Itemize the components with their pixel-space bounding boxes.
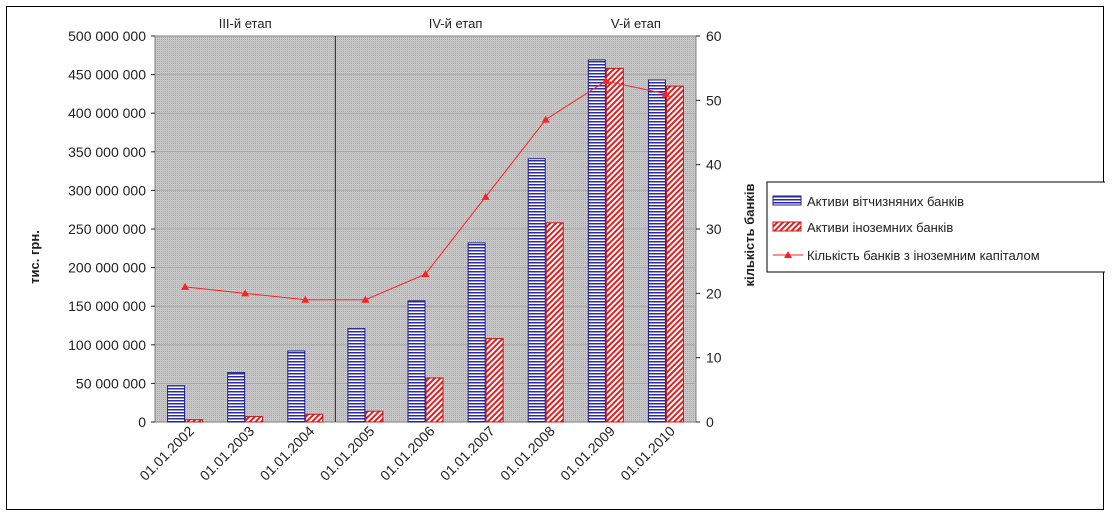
- stage-label: ІV-й етап: [429, 16, 483, 31]
- x-tick-label: 01.01.2003: [196, 423, 257, 484]
- right-tick-label: 50: [706, 92, 722, 108]
- bank-count-line: [181, 77, 670, 303]
- domestic-assets-bar: [587, 59, 606, 423]
- domestic-assets-bar: [167, 385, 186, 423]
- domestic-assets-bar: [647, 79, 666, 423]
- left-tick-label: 500 000 000: [68, 28, 146, 44]
- bank-count-point: [541, 115, 550, 123]
- domestic-assets-bar: [407, 300, 426, 423]
- domestic-assets-bar: [347, 328, 366, 423]
- right-axis-title: кількість банків: [742, 184, 757, 287]
- x-tick-label: 01.01.2009: [557, 423, 618, 484]
- x-tick-label: 01.01.2010: [617, 423, 678, 484]
- foreign-assets-bar: [425, 377, 444, 423]
- legend-box: [766, 181, 1105, 273]
- legend-label: Кількість банків з іноземним капіталом: [807, 248, 1040, 263]
- bank-count-point: [601, 77, 610, 85]
- legend-label: Активи іноземних банків: [807, 220, 953, 235]
- right-tick-label: 10: [706, 350, 722, 366]
- stage-label: ІІІ-й етап: [219, 16, 272, 31]
- chart-frame: 0 50 000 000 100 000 000 150 000 000 200 000…: [6, 6, 1105, 510]
- bank-count-point: [481, 192, 490, 200]
- x-tick-label: 01.01.2006: [377, 423, 438, 484]
- left-tick-label: 100 000 000: [68, 337, 146, 353]
- bank-count-point: [181, 282, 190, 290]
- foreign-assets-bar: [185, 419, 204, 423]
- foreign-assets-bar: [245, 416, 264, 423]
- right-tick-label: 30: [706, 221, 722, 237]
- x-axis-ticks: 01.01.2002 01.01.2003 01.01.2004 01.01.2005…: [136, 423, 678, 484]
- foreign-assets-bar: [545, 222, 564, 423]
- legend-domestic-swatch: [772, 195, 802, 206]
- stage-label: V-й етап: [611, 16, 661, 31]
- left-axis-ticks: 0 50 000 000 100 000 000 150 000 000 200 000…: [68, 28, 155, 430]
- left-tick-label: 0: [138, 414, 146, 430]
- stage-labels: ІІІ-й етап ІV-й етап V-й етап: [219, 16, 661, 31]
- left-tick-label: 400 000 000: [68, 105, 146, 121]
- left-axis-title: тис. грн.: [27, 230, 42, 284]
- right-tick-label: 20: [706, 285, 722, 301]
- foreign-assets-bar: [485, 338, 504, 423]
- left-tick-label: 250 000 000: [68, 221, 146, 237]
- x-tick-label: 01.01.2008: [497, 423, 558, 484]
- bank-count-point: [661, 89, 670, 97]
- left-tick-label: 350 000 000: [68, 144, 146, 160]
- right-tick-label: 40: [706, 157, 722, 173]
- legend-label: Активи вітчизняних банків: [807, 194, 964, 209]
- domestic-assets-bar: [527, 158, 546, 423]
- left-tick-label: 150 000 000: [68, 298, 146, 314]
- left-tick-label: 450 000 000: [68, 67, 146, 83]
- left-tick-label: 50 000 000: [76, 375, 146, 391]
- left-tick-label: 300 000 000: [68, 182, 146, 198]
- domestic-assets-bar: [287, 350, 306, 423]
- bank-count-point: [301, 295, 310, 303]
- bank-count-point: [241, 289, 250, 297]
- x-tick-label: 01.01.2005: [317, 423, 378, 484]
- right-tick-label: 0: [706, 414, 714, 430]
- domestic-assets-bar: [467, 242, 486, 423]
- bank-assets-chart: 0 50 000 000 100 000 000 150 000 000 200 000…: [27, 16, 1105, 484]
- right-axis-ticks: 0 10 20 30 40 50 60: [696, 28, 722, 430]
- x-tick-label: 01.01.2007: [437, 423, 498, 484]
- legend-foreign-swatch: [772, 221, 802, 232]
- x-tick-label: 01.01.2004: [257, 423, 318, 484]
- legend: Активи вітчизняних банків Активи іноземни…: [766, 181, 1105, 273]
- foreign-assets-bar: [665, 85, 684, 423]
- left-tick-label: 200 000 000: [68, 260, 146, 276]
- domestic-assets-bar: [227, 372, 246, 423]
- bars: [167, 59, 684, 423]
- bank-count-point: [421, 270, 430, 278]
- x-tick-label: 01.01.2002: [136, 423, 197, 484]
- foreign-assets-bar: [365, 410, 384, 423]
- right-tick-label: 60: [706, 28, 722, 44]
- foreign-assets-bar: [605, 67, 624, 423]
- foreign-assets-bar: [305, 413, 324, 423]
- legend-line-marker: [784, 251, 792, 258]
- bank-count-point: [361, 295, 370, 303]
